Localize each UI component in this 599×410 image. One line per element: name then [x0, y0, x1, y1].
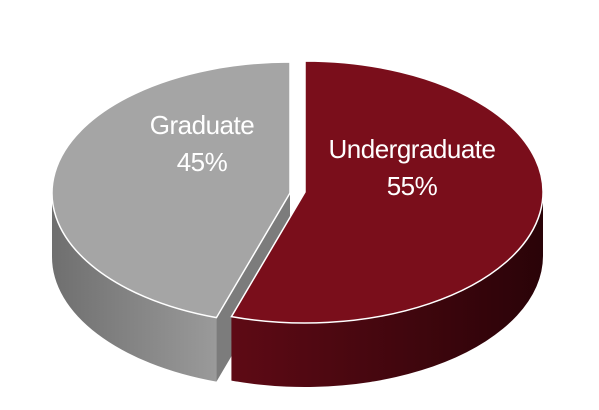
- slice-label-undergraduate: Undergraduate: [329, 134, 496, 164]
- slice-value-undergraduate: 55%: [387, 171, 438, 201]
- pie-slice-graduate: [51, 61, 291, 319]
- pie-slice-undergraduate: [230, 60, 544, 324]
- pie-side-undergraduate: [231, 192, 543, 387]
- slice-value-graduate: 45%: [177, 147, 228, 177]
- pie-side-graduate: [52, 193, 217, 382]
- slice-label-graduate: Graduate: [150, 110, 254, 140]
